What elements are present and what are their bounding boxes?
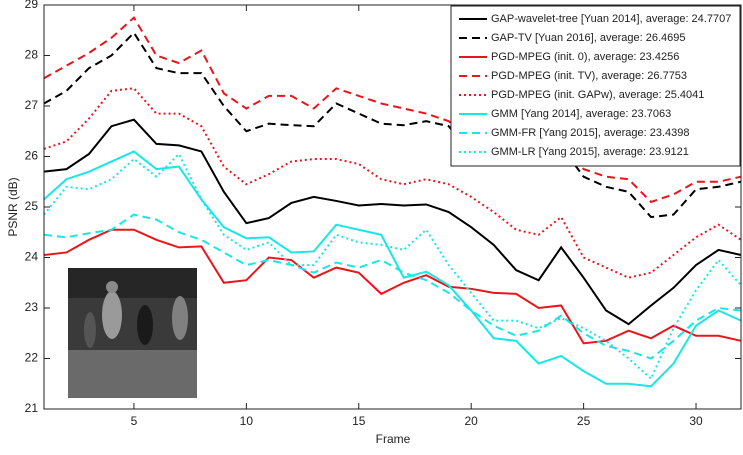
legend-box — [450, 5, 741, 167]
y-tick-label: 26 — [25, 149, 39, 163]
series-line — [43, 150, 742, 388]
x-tick-label: 25 — [577, 414, 591, 428]
plot-frame — [43, 4, 742, 410]
y-tick-label: 25 — [25, 199, 39, 213]
series-line — [43, 31, 742, 219]
legend-label: PGD-MPEG (init. GAPw), average: 25.4041 — [491, 89, 704, 101]
y-tick-label: 29 — [25, 0, 39, 11]
inset-image — [68, 268, 197, 398]
legend-label: GAP-TV [Yuan 2016], average: 26.4695 — [491, 32, 685, 44]
legend-label: GMM-FR [Yang 2015], average: 23.4398 — [491, 127, 690, 139]
legend-label: GMM [Yang 2014], average: 23.7063 — [491, 108, 671, 120]
y-tick-label: 23 — [25, 300, 39, 314]
y-axis-label: PSNR (dB) — [6, 177, 20, 236]
x-tick-label: 10 — [240, 414, 254, 428]
y-tick-label: 27 — [25, 98, 39, 112]
y-tick-label: 21 — [25, 401, 39, 415]
legend-label: GAP-wavelet-tree [Yuan 2014], average: 2… — [491, 13, 731, 25]
legend-label: PGD-MPEG (init. TV), average: 26.7753 — [491, 70, 687, 82]
series-line — [43, 87, 742, 279]
legend-label: GMM-LR [Yang 2015], average: 23.9121 — [491, 146, 689, 158]
series-line — [43, 228, 742, 345]
x-tick-label: 20 — [465, 414, 479, 428]
x-tick-label: 30 — [689, 414, 703, 428]
series-line — [43, 213, 742, 360]
x-tick-label: 15 — [352, 414, 366, 428]
y-tick-label: 28 — [25, 48, 39, 62]
x-axis-label: Frame — [376, 432, 411, 446]
y-tick-label: 24 — [25, 250, 39, 264]
y-tick-label: 22 — [25, 351, 39, 365]
legend: GAP-wavelet-tree [Yuan 2014], average: 2… — [450, 5, 741, 167]
series-line — [43, 118, 742, 326]
legend-label: PGD-MPEG (init. 0), average: 23.4256 — [491, 51, 679, 63]
series-line — [43, 16, 742, 204]
x-tick-label: 5 — [131, 414, 138, 428]
